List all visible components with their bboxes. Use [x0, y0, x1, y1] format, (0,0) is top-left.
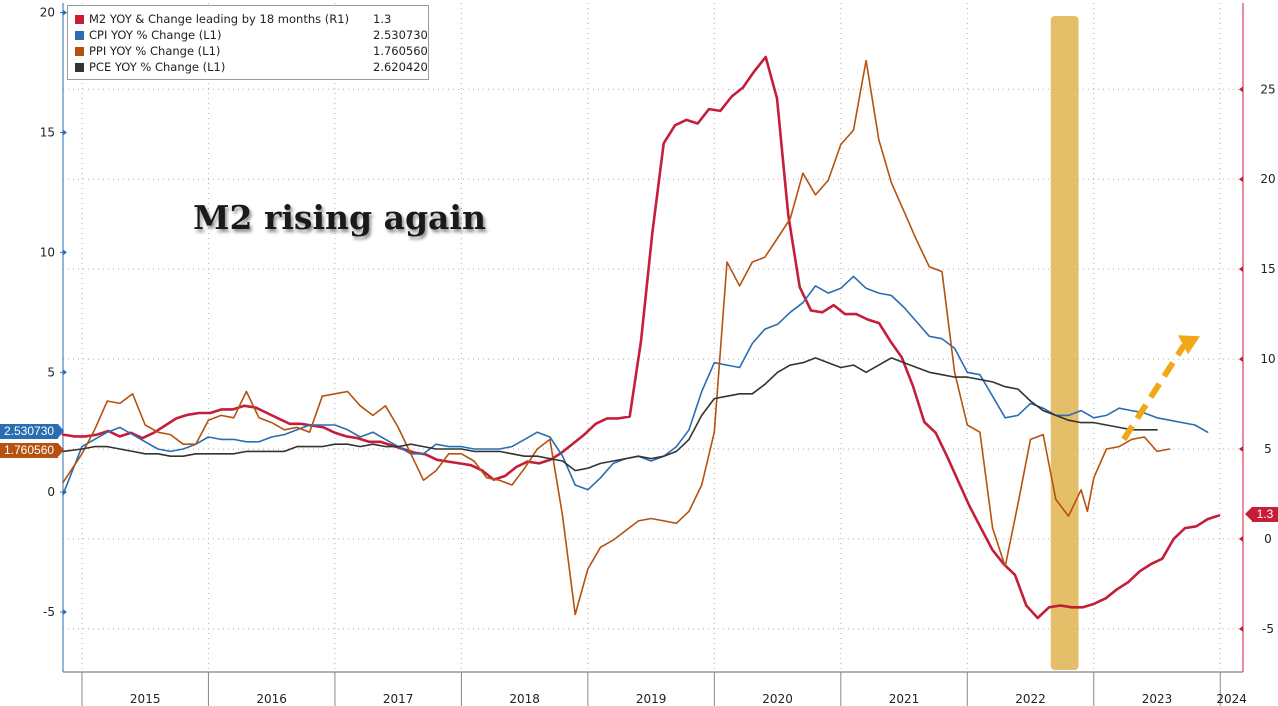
right-axis-tick-marker	[1239, 446, 1243, 452]
legend-value: 2.530730	[373, 28, 428, 42]
left-axis-tick-label: 0	[47, 485, 55, 499]
chart-annotation-headline: M2 rising again	[193, 198, 486, 237]
right-axis-tick-label: 0	[1264, 532, 1272, 546]
bottom-axis-year-label: 2019	[636, 692, 667, 706]
cpi-last-value-tag: 2.530730	[0, 424, 58, 439]
legend-value: 1.3	[373, 12, 392, 26]
bottom-axis-year-label: 2024	[1216, 692, 1247, 706]
left-axis-tick-label: 5	[47, 365, 55, 379]
ppi-last-value-tag: 1.760560	[0, 443, 58, 458]
right-axis-tick-label: 20	[1260, 172, 1275, 186]
legend-label: CPI YOY % Change (L1)	[89, 28, 222, 42]
left-axis-tick-marker	[63, 249, 67, 256]
right-axis-tick-label: 25	[1260, 82, 1275, 96]
series-lines	[61, 55, 1221, 620]
highlight-band	[1050, 16, 1079, 670]
legend: M2 YOY & Change leading by 18 months (R1…	[67, 5, 429, 80]
left-axis-tick-marker	[63, 9, 67, 16]
cpi-tag-pointer	[58, 424, 64, 438]
bottom-axis-year-label: 2020	[762, 692, 793, 706]
series-line-ppi	[62, 59, 1171, 616]
m2-last-value-tag: 1.3	[1252, 507, 1278, 522]
legend-label: PPI YOY % Change (L1)	[89, 44, 221, 58]
left-axis-tick-marker	[63, 129, 67, 136]
legend-swatch-m2	[75, 15, 84, 24]
left-axis-tick-label: 15	[40, 125, 55, 139]
trend-arrow-shaft	[1121, 343, 1187, 442]
legend-value: 1.760560	[373, 44, 428, 58]
bottom-axis-year-label: 2017	[383, 692, 414, 706]
right-axis-tick-marker	[1239, 266, 1243, 273]
legend-swatch-pce	[75, 63, 84, 72]
right-axis-tick-label: 10	[1260, 352, 1275, 366]
legend-item-cpi: CPI YOY % Change (L1) 2.530730	[75, 28, 428, 44]
series-line-pce	[62, 357, 1158, 472]
trend-arrow-head	[1178, 335, 1200, 355]
bottom-axis-year-label: 2016	[256, 692, 287, 706]
bottom-axis-year-label: 2023	[1142, 692, 1173, 706]
legend-item-ppi: PPI YOY % Change (L1) 1.760560	[75, 44, 428, 60]
left-axis-tick-marker	[63, 369, 67, 376]
legend-value: 2.620420	[373, 60, 428, 74]
right-axis-tick-marker	[1239, 625, 1243, 632]
series-line-m2	[61, 55, 1221, 620]
left-axis-tick-label: 10	[40, 245, 55, 259]
legend-item-pce: PCE YOY % Change (L1) 2.620420	[75, 60, 428, 76]
ppi-tag-pointer	[58, 443, 64, 457]
bottom-axis-year-label: 2015	[130, 692, 161, 706]
bottom-axis-year-label: 2018	[509, 692, 540, 706]
legend-item-m2: M2 YOY & Change leading by 18 months (R1…	[75, 12, 425, 28]
right-axis-tick-marker	[1239, 86, 1243, 93]
right-axis-tick-label: 5	[1264, 442, 1272, 456]
bottom-axis-year-label: 2021	[889, 692, 920, 706]
right-axis-tick-marker	[1239, 176, 1243, 183]
right-axis-tick-marker	[1239, 535, 1243, 542]
legend-swatch-ppi	[75, 47, 84, 56]
right-axis-tick-marker	[1239, 356, 1243, 363]
left-axis-tick-label: 20	[40, 6, 55, 20]
left-axis-tick-marker	[63, 609, 67, 616]
m2-tag-pointer	[1245, 507, 1252, 521]
legend-swatch-cpi	[75, 31, 84, 40]
bottom-axis-year-label: 2022	[1015, 692, 1046, 706]
highlight-band-rect	[1050, 16, 1079, 670]
legend-label: PCE YOY % Change (L1)	[89, 60, 226, 74]
gridlines	[63, 3, 1243, 672]
right-axis-tick-label: -5	[1262, 622, 1274, 636]
legend-label: M2 YOY & Change leading by 18 months (R1…	[89, 12, 350, 26]
left-axis-tick-label: -5	[43, 605, 55, 619]
right-axis-tick-label: 15	[1260, 262, 1275, 276]
trend-arrow	[1121, 335, 1200, 442]
